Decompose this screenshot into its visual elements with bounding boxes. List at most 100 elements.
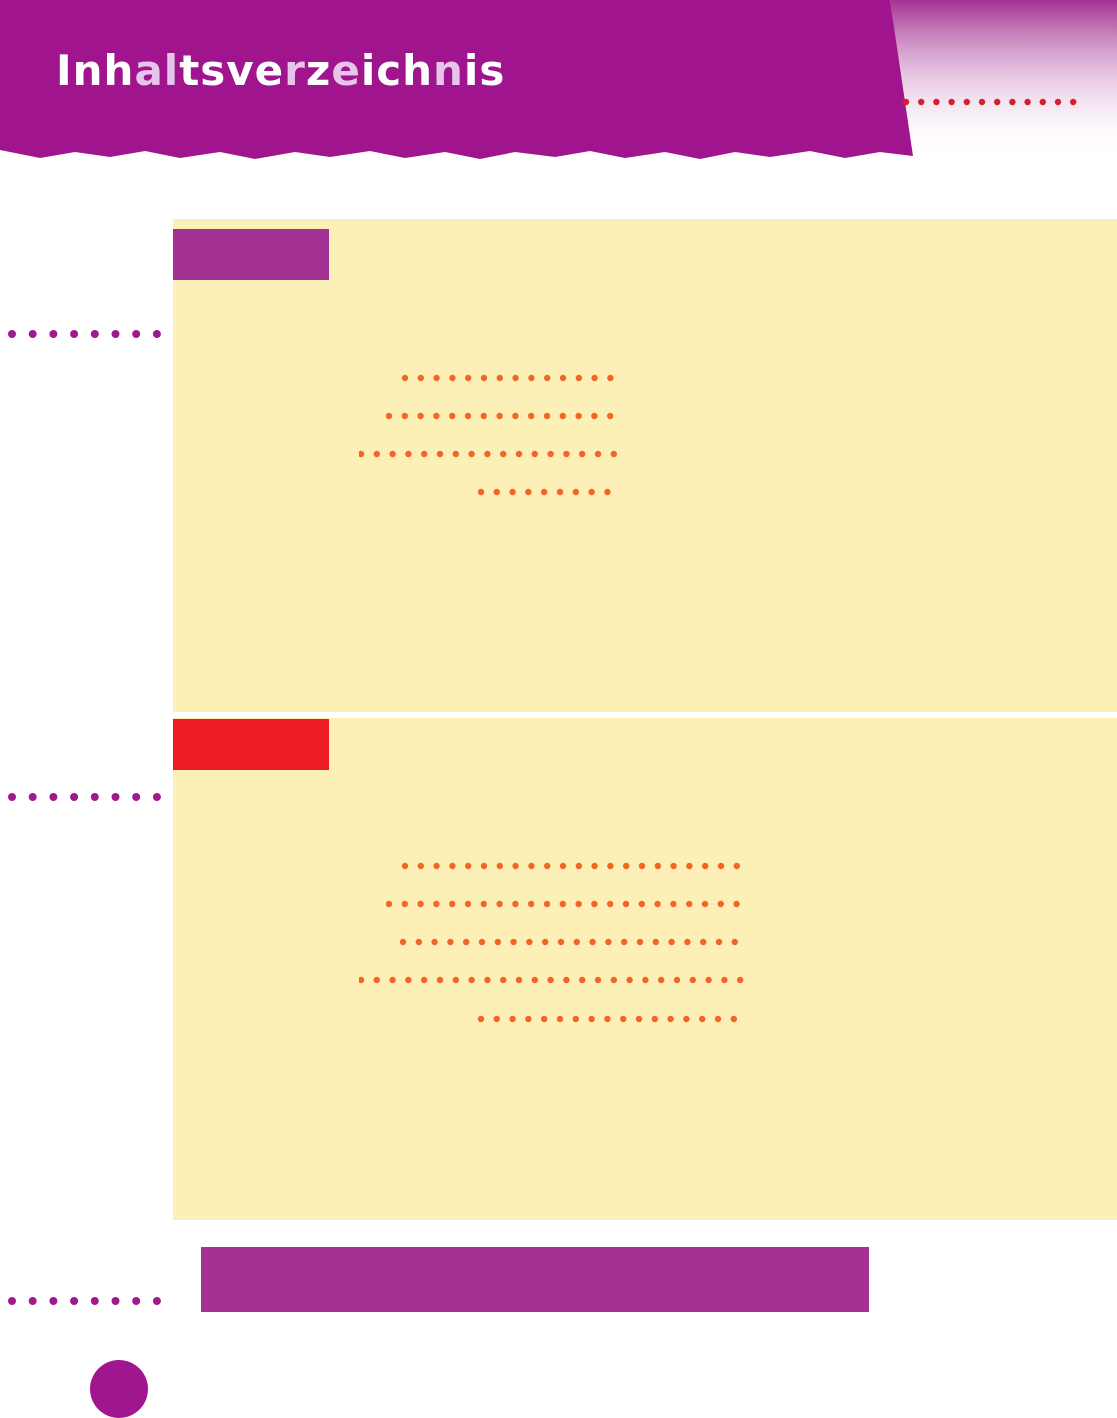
toc-dot (689, 976, 696, 984)
leader-dot (8, 1297, 16, 1305)
toc-dot (417, 374, 424, 382)
toc-dot (605, 938, 612, 946)
toc-dot (399, 938, 407, 946)
toc-dot (509, 488, 516, 496)
section-panel-1 (173, 219, 1117, 712)
toc-dot (547, 450, 554, 458)
toc-dot (556, 488, 564, 496)
toc-dot (401, 900, 408, 908)
page-number-circle (90, 1360, 148, 1418)
toc-dot (531, 976, 538, 984)
leader-dot (1009, 98, 1016, 106)
leader-dot (902, 98, 910, 106)
toc-dot (544, 374, 551, 382)
toc-dot (610, 450, 617, 458)
toc-dot (622, 900, 630, 908)
leader-dot (28, 1297, 37, 1305)
toc-dot (573, 938, 580, 946)
toc-dot (588, 488, 595, 496)
toc-dot (579, 976, 586, 984)
toc-dot (575, 374, 582, 382)
toc-dot (515, 976, 523, 984)
toc-dot (544, 862, 551, 870)
leader-dot (90, 1297, 99, 1305)
leader-dot (70, 330, 79, 338)
leader-dot (49, 330, 58, 338)
toc-dot (421, 450, 428, 458)
toc-dot (700, 938, 707, 946)
toc-dot (385, 412, 393, 420)
toc-dot (559, 412, 566, 420)
leader-dot (132, 330, 141, 338)
toc-dot (604, 488, 611, 496)
toc-dot (464, 900, 472, 908)
leader-dot (1039, 98, 1046, 106)
toc-dot (436, 450, 444, 458)
toc-dot (433, 374, 440, 382)
toc-dot (359, 450, 365, 458)
toc-dot (557, 938, 565, 946)
toc-dot (543, 412, 551, 420)
toc-dot (493, 1015, 500, 1023)
toc-dot (686, 862, 693, 870)
toc-dot (449, 374, 456, 382)
leader-dot (978, 98, 986, 106)
leader-dot (963, 98, 970, 106)
toc-dot (484, 976, 491, 984)
toc-dot (623, 862, 630, 870)
leader-dot (1054, 98, 1062, 106)
leader-dot (8, 793, 16, 801)
toc-dot (620, 1015, 627, 1023)
toc-dot (559, 374, 567, 382)
toc-dot (480, 412, 487, 420)
toc-dot (591, 374, 598, 382)
toc-dot (715, 938, 723, 946)
toc-dot (673, 976, 681, 984)
toc-dot (670, 862, 677, 870)
toc-dot (717, 900, 724, 908)
toc-dot (668, 938, 675, 946)
toc-dot (588, 1015, 595, 1023)
toc-dot (652, 938, 659, 946)
toc-dot (512, 412, 519, 420)
toc-dot (563, 450, 570, 458)
toc-dot (528, 862, 535, 870)
toc-dot (541, 488, 548, 496)
toc-dot (465, 862, 472, 870)
toc-dot (405, 450, 412, 458)
toc-dot (449, 862, 456, 870)
toc-dot (452, 976, 459, 984)
leader-dot (948, 98, 955, 106)
toc-dot (542, 938, 549, 946)
toc-dot (563, 976, 570, 984)
toc-dot (385, 900, 393, 908)
toc-dot (642, 976, 649, 984)
leader-dot (8, 330, 16, 338)
toc-dot (463, 938, 470, 946)
toc-dot (604, 1015, 611, 1023)
toc-dot (478, 938, 486, 946)
leader-dot (132, 1297, 141, 1305)
toc-dot (417, 412, 424, 420)
toc-dot (721, 976, 728, 984)
toc-dot (737, 976, 744, 984)
toc-dot (528, 900, 535, 908)
toc-dot (494, 938, 501, 946)
toc-dot (686, 900, 693, 908)
toc-dot (705, 976, 712, 984)
toc-dot (543, 900, 551, 908)
leader-dot (70, 1297, 79, 1305)
toc-dot (556, 1015, 564, 1023)
leader-dot (152, 1297, 161, 1305)
toc-dot (480, 862, 488, 870)
toc-dot (638, 862, 646, 870)
bottom-bar (201, 1247, 869, 1312)
toc-dot (452, 450, 459, 458)
toc-dot (496, 900, 503, 908)
leader-dot (918, 98, 925, 106)
toc-dot (468, 450, 475, 458)
toc-dot (594, 976, 602, 984)
toc-dot (510, 938, 517, 946)
leader-dot (70, 793, 79, 801)
toc-dot (433, 862, 440, 870)
